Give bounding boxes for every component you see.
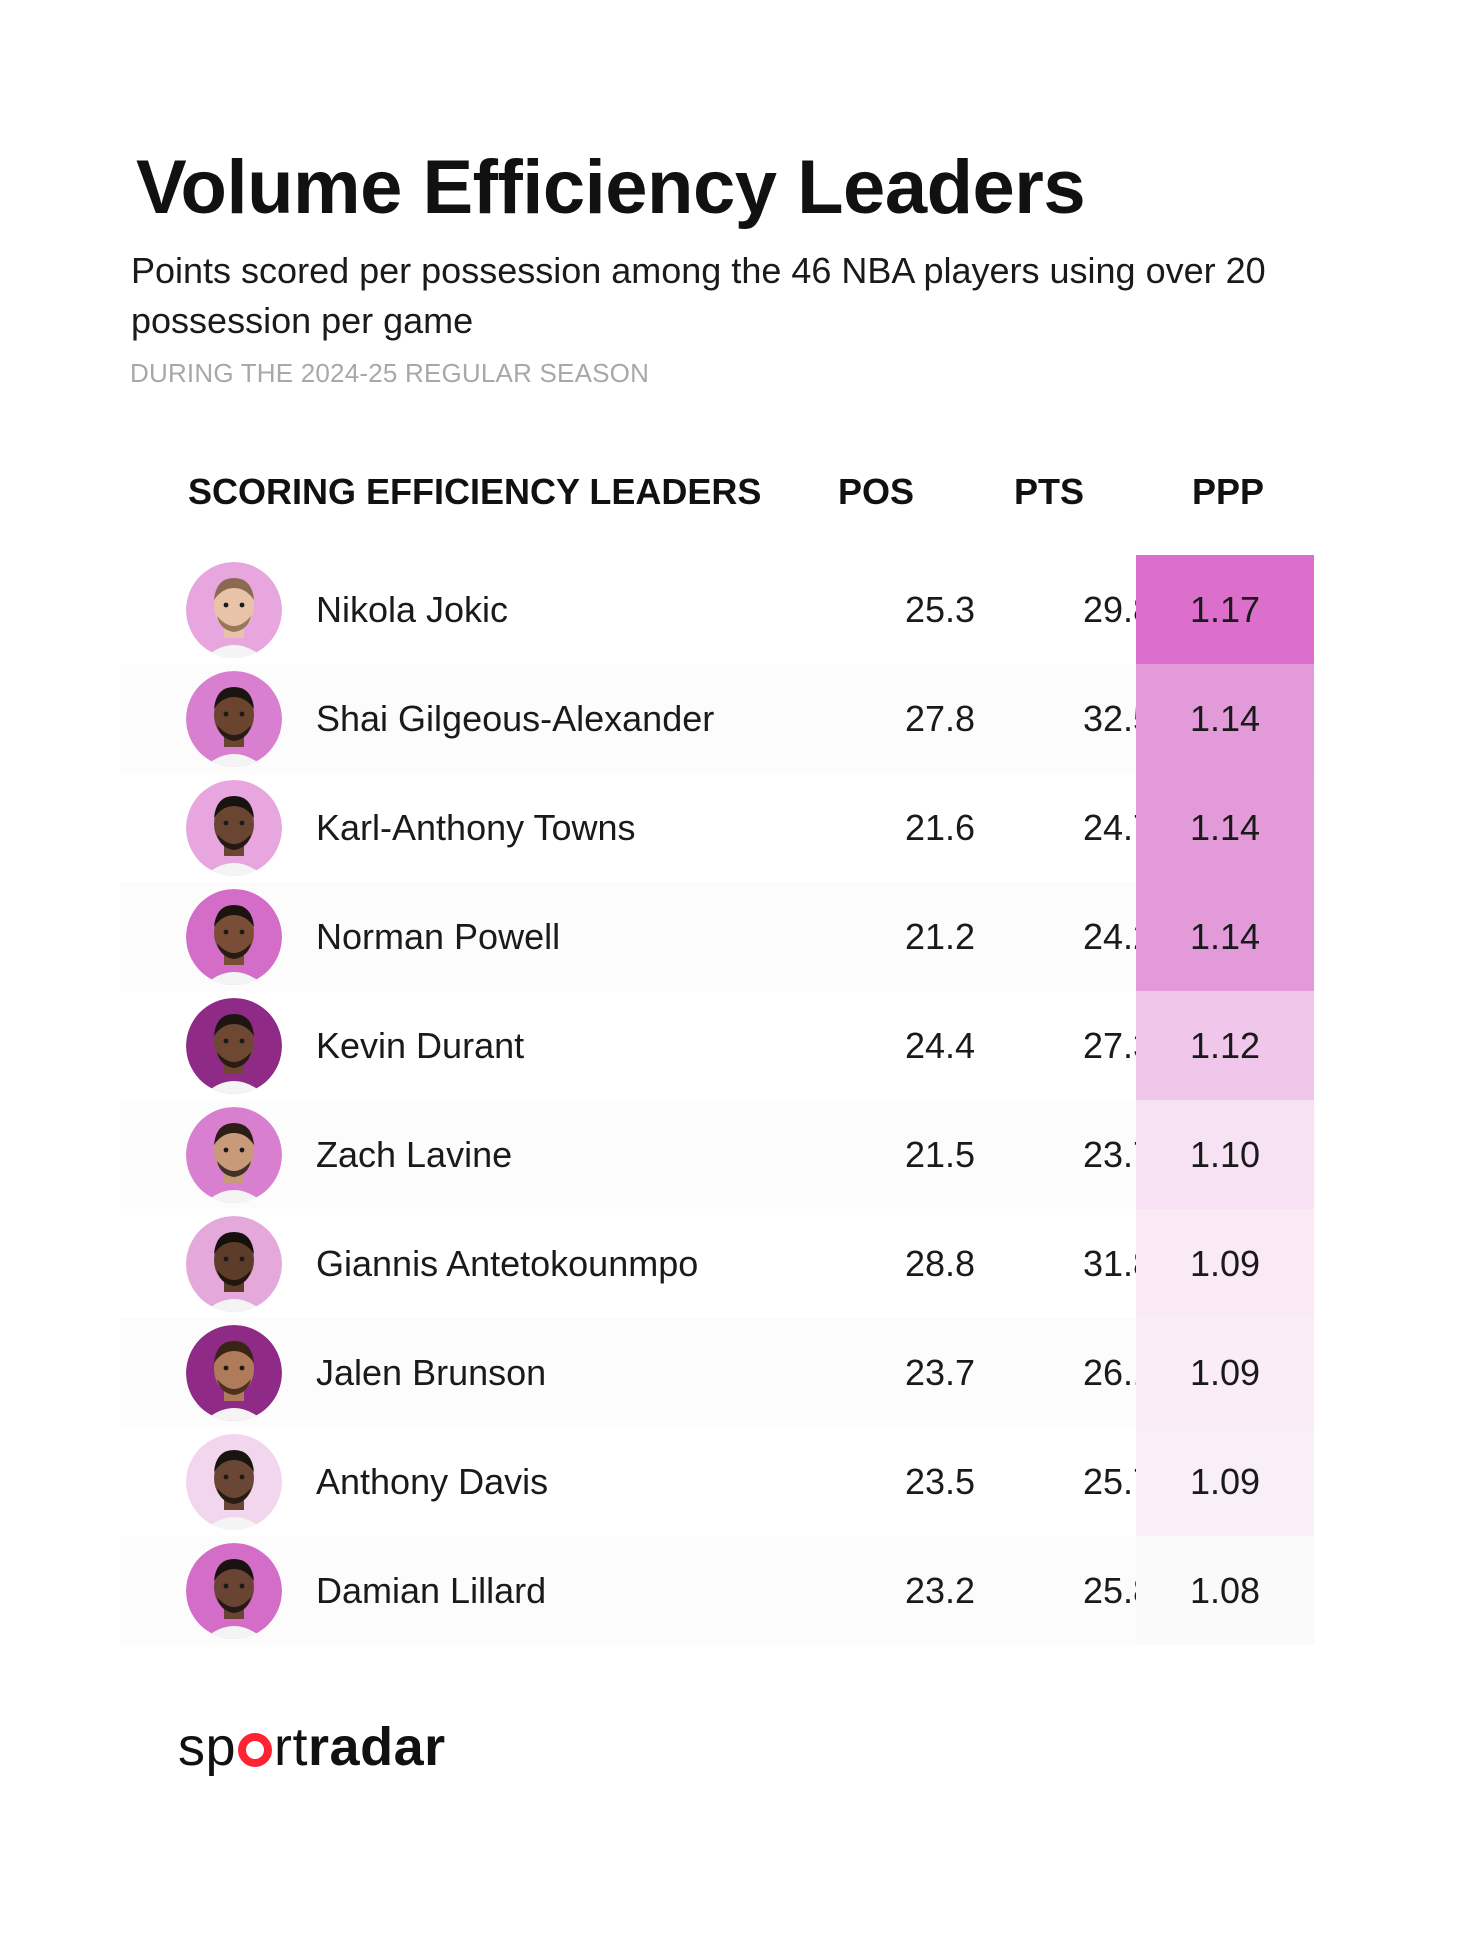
pos-value: 23.5 <box>904 1461 976 1502</box>
table-row: Karl-Anthony Towns 21.6 24.7 1.14 <box>120 773 1315 882</box>
player-avatar <box>186 1107 282 1203</box>
ppp-value: 1.14 <box>1136 773 1314 882</box>
table-row: Anthony Davis 23.5 25.7 1.09 <box>120 1427 1315 1536</box>
player-avatar <box>186 998 282 1094</box>
player-name: Jalen Brunson <box>316 1352 547 1393</box>
player-avatar <box>186 780 282 876</box>
ppp-value: 1.09 <box>1136 1209 1314 1318</box>
ppp-value: 1.17 <box>1136 555 1314 664</box>
player-avatar <box>186 1216 282 1312</box>
table-row: Jalen Brunson 23.7 26.1 1.09 <box>120 1318 1315 1427</box>
table-row: Shai Gilgeous-Alexander 27.8 32.5 1.14 <box>120 664 1315 773</box>
page-title: Volume Efficiency Leaders <box>136 145 1086 230</box>
player-name: Zach Lavine <box>316 1134 513 1175</box>
table-row: Zach Lavine 21.5 23.7 1.10 <box>120 1100 1315 1209</box>
table-row: Kevin Durant 24.4 27.3 1.12 <box>120 991 1315 1100</box>
logo-text-end: radar <box>308 1717 446 1777</box>
ppp-value: 1.10 <box>1136 1100 1314 1209</box>
pos-value: 28.8 <box>904 1243 976 1284</box>
ppp-value: 1.09 <box>1136 1427 1314 1536</box>
table-row: Nikola Jokic 25.3 29.8 1.17 <box>120 555 1315 664</box>
player-name: Karl-Anthony Towns <box>316 807 636 848</box>
pos-value: 21.5 <box>904 1134 976 1175</box>
table-row: Damian Lillard 23.2 25.8 1.08 <box>120 1536 1315 1645</box>
player-avatar <box>186 889 282 985</box>
pos-value: 24.4 <box>904 1025 976 1066</box>
player-name: Shai Gilgeous-Alexander <box>316 698 715 739</box>
player-name: Anthony Davis <box>316 1461 549 1502</box>
column-header-pos: POS <box>838 471 915 512</box>
leaders-table: Nikola Jokic 25.3 29.8 1.17 Shai Gilgeous-Al… <box>120 555 1315 1645</box>
player-name: Norman Powell <box>316 916 561 957</box>
pos-value: 21.2 <box>904 916 976 957</box>
player-avatar <box>186 562 282 658</box>
logo-text-start: sp <box>178 1717 237 1777</box>
ppp-value: 1.14 <box>1136 664 1314 773</box>
column-header-ppp: PPP <box>1192 471 1265 512</box>
player-avatar <box>186 1543 282 1639</box>
ppp-value: 1.09 <box>1136 1318 1314 1427</box>
pos-value: 25.3 <box>904 589 976 630</box>
ppp-value: 1.12 <box>1136 991 1314 1100</box>
page-subtitle: Points scored per possession among the 4… <box>131 250 1266 341</box>
table-row: Norman Powell 21.2 24.2 1.14 <box>120 882 1315 991</box>
pos-value: 27.8 <box>904 698 976 739</box>
ppp-value: 1.08 <box>1136 1536 1314 1645</box>
sportradar-logo: sp rtradar <box>178 1720 446 1774</box>
player-name: Kevin Durant <box>316 1025 525 1066</box>
season-label: DURING THE 2024-25 REGULAR SEASON <box>130 358 650 388</box>
player-name: Nikola Jokic <box>316 589 509 630</box>
logo-text-mid: rt <box>274 1717 309 1777</box>
pos-value: 21.6 <box>904 807 976 848</box>
player-name: Damian Lillard <box>316 1570 547 1611</box>
column-header-pts: PTS <box>1014 471 1085 512</box>
player-avatar <box>186 1434 282 1530</box>
pos-value: 23.2 <box>904 1570 976 1611</box>
column-header-name: SCORING EFFICIENCY LEADERS <box>188 471 762 512</box>
player-avatar <box>186 671 282 767</box>
logo-ring-icon <box>238 1733 273 1767</box>
pos-value: 23.7 <box>904 1352 976 1393</box>
player-name: Giannis Antetokounmpo <box>316 1243 699 1284</box>
ppp-value: 1.14 <box>1136 882 1314 991</box>
table-row: Giannis Antetokounmpo 28.8 31.8 1.09 <box>120 1209 1315 1318</box>
player-avatar <box>186 1325 282 1421</box>
